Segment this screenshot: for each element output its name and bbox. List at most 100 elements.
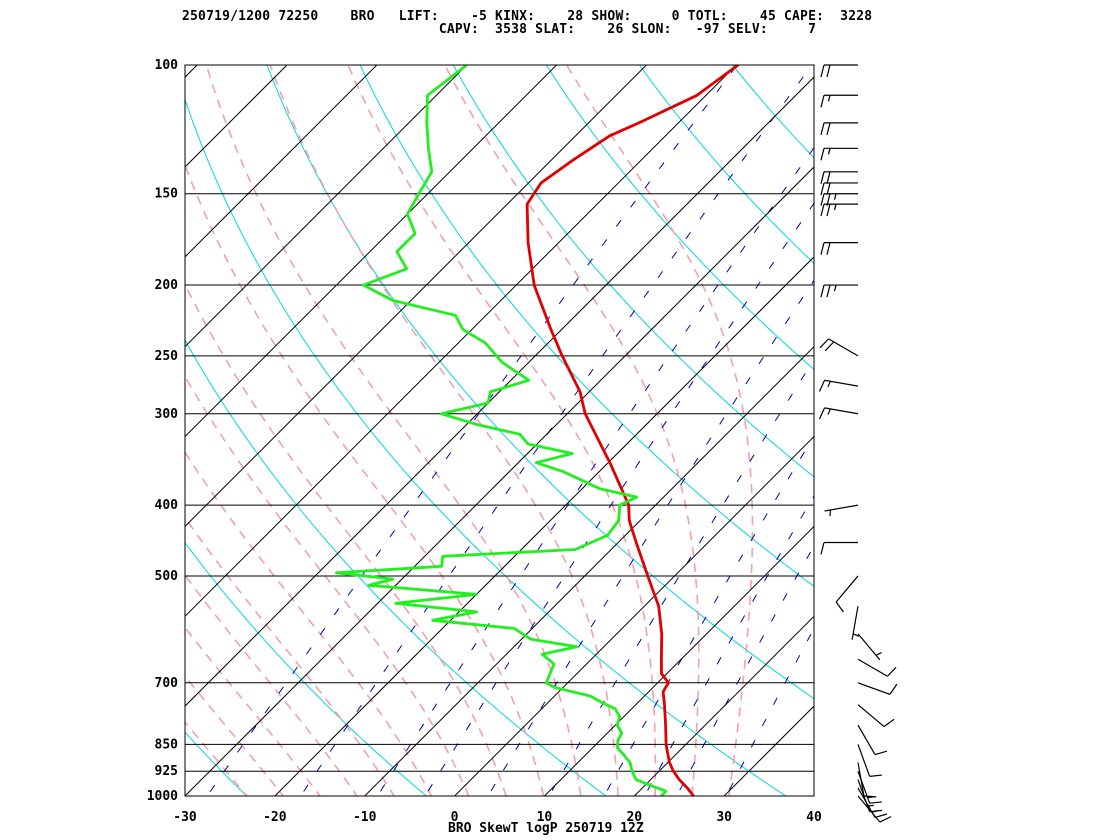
wind-barb xyxy=(857,704,895,728)
isotherm xyxy=(185,65,378,258)
pressure-label: 1000 xyxy=(147,789,178,804)
isotherm xyxy=(185,166,814,796)
wind-barb-half-flag xyxy=(827,95,831,102)
moist-adiabat xyxy=(185,720,248,796)
wind-barb-half-flag xyxy=(827,408,831,415)
dry-adiabat xyxy=(359,65,814,587)
wind-barb-flag xyxy=(820,203,825,217)
wind-barb-flag xyxy=(826,182,831,196)
wind-barb xyxy=(820,541,858,555)
wind-barb-flag xyxy=(819,338,829,349)
wind-barb-flag xyxy=(883,718,895,728)
mixing-ratio-line xyxy=(548,358,814,796)
wind-barb-staff xyxy=(857,704,885,727)
wind-barb xyxy=(857,724,888,756)
wind-barb-flag xyxy=(820,64,825,78)
wind-barb xyxy=(818,407,859,420)
wind-barb xyxy=(820,182,858,196)
temperature-label: 20 xyxy=(626,810,642,825)
temperature-label: 0 xyxy=(451,810,459,825)
pressure-label: 100 xyxy=(155,58,179,73)
wind-barb-staff xyxy=(857,682,891,695)
wind-barb xyxy=(820,64,858,78)
wind-barb-flag xyxy=(869,801,882,804)
wind-barb-flag xyxy=(820,182,825,196)
wind-barb-flag xyxy=(820,242,825,255)
pressure-label: 150 xyxy=(155,187,179,202)
wind-barb-half-flag xyxy=(827,148,831,155)
isotherm xyxy=(185,65,288,168)
wind-barb-half-flag xyxy=(852,633,860,637)
wind-barb xyxy=(820,94,858,108)
wind-barb-half-flag xyxy=(875,652,882,656)
mixing-ratio-line xyxy=(376,146,814,796)
moist-adiabat xyxy=(185,282,507,796)
wind-barb-flag xyxy=(820,284,825,298)
moist-adiabat xyxy=(269,65,619,796)
dry-adiabat xyxy=(731,65,814,159)
wind-barb-half-flag xyxy=(833,203,837,211)
wind-barb-flag xyxy=(820,193,825,206)
wind-barb xyxy=(818,379,859,392)
pressure-label: 250 xyxy=(155,349,179,364)
wind-barb-flag xyxy=(820,122,825,136)
wind-barb-flag xyxy=(818,407,826,420)
wind-barb xyxy=(820,171,858,184)
isotherm xyxy=(0,49,34,812)
mixing-ratio-line xyxy=(424,202,814,796)
pressure-label: 300 xyxy=(155,407,179,422)
wind-barb-flag xyxy=(887,666,897,677)
pressure-label: 200 xyxy=(155,278,179,293)
wind-barb-staff xyxy=(857,658,888,677)
wind-barb-flag xyxy=(820,148,825,161)
wind-barb-flag xyxy=(826,64,831,78)
wind-barb-half-flag xyxy=(827,381,831,388)
wind-barb-staff xyxy=(857,744,871,777)
temperature-label: 30 xyxy=(716,810,732,825)
mixing-ratio-line xyxy=(676,544,814,796)
dry-adiabat xyxy=(452,65,814,478)
dry-adiabat xyxy=(185,731,248,796)
header-line-1: 250719/1200 72250 BRO LIFT: -5 KINX: 28 … xyxy=(182,9,873,24)
isotherm xyxy=(364,346,814,796)
wind-barb-flag xyxy=(820,542,825,555)
temperature-label: -10 xyxy=(353,810,377,825)
wind-barb-half-flag xyxy=(833,193,837,200)
wind-barb xyxy=(820,147,858,161)
wind-barb-staff xyxy=(857,633,881,661)
isotherm xyxy=(633,615,814,796)
moist-adiabat xyxy=(185,574,358,796)
wind-barb-flag xyxy=(874,813,888,818)
isotherm xyxy=(185,65,737,617)
wind-barb-flag xyxy=(863,795,877,798)
wind-barb xyxy=(820,242,858,255)
wind-barb-flag xyxy=(826,122,831,136)
dry-adiabat xyxy=(185,541,428,796)
mixing-ratio-line xyxy=(487,279,814,796)
plot-frame xyxy=(184,64,815,797)
temperature-label: -30 xyxy=(173,810,197,825)
moist-adiabat xyxy=(185,450,433,796)
wind-barb-flag xyxy=(879,816,892,823)
isotherm xyxy=(543,525,814,796)
wind-barb-flag xyxy=(869,809,882,813)
wind-barb xyxy=(857,795,892,823)
pressure-label: 400 xyxy=(155,498,179,513)
mixing-ratio-line xyxy=(644,494,814,796)
moist-adiabat xyxy=(444,65,700,796)
wind-barb-half-flag xyxy=(833,284,837,292)
wind-barb xyxy=(820,122,858,136)
mixing-ratio-line xyxy=(206,65,738,796)
dry-adiabat xyxy=(811,49,1120,812)
wind-barb xyxy=(824,504,859,517)
moist-adiabat xyxy=(185,163,545,796)
dry-adiabat xyxy=(185,339,607,796)
wind-barb-half-flag xyxy=(867,804,874,807)
dry-adiabat xyxy=(903,49,1120,812)
wind-barb xyxy=(857,744,882,777)
wind-barb-staff xyxy=(824,504,859,512)
pressure-label: 850 xyxy=(155,737,179,752)
wind-barb xyxy=(835,575,859,613)
wind-barb-flag xyxy=(818,380,826,392)
chart-footer: BRO SkewT logP 250719 12Z xyxy=(448,821,644,836)
